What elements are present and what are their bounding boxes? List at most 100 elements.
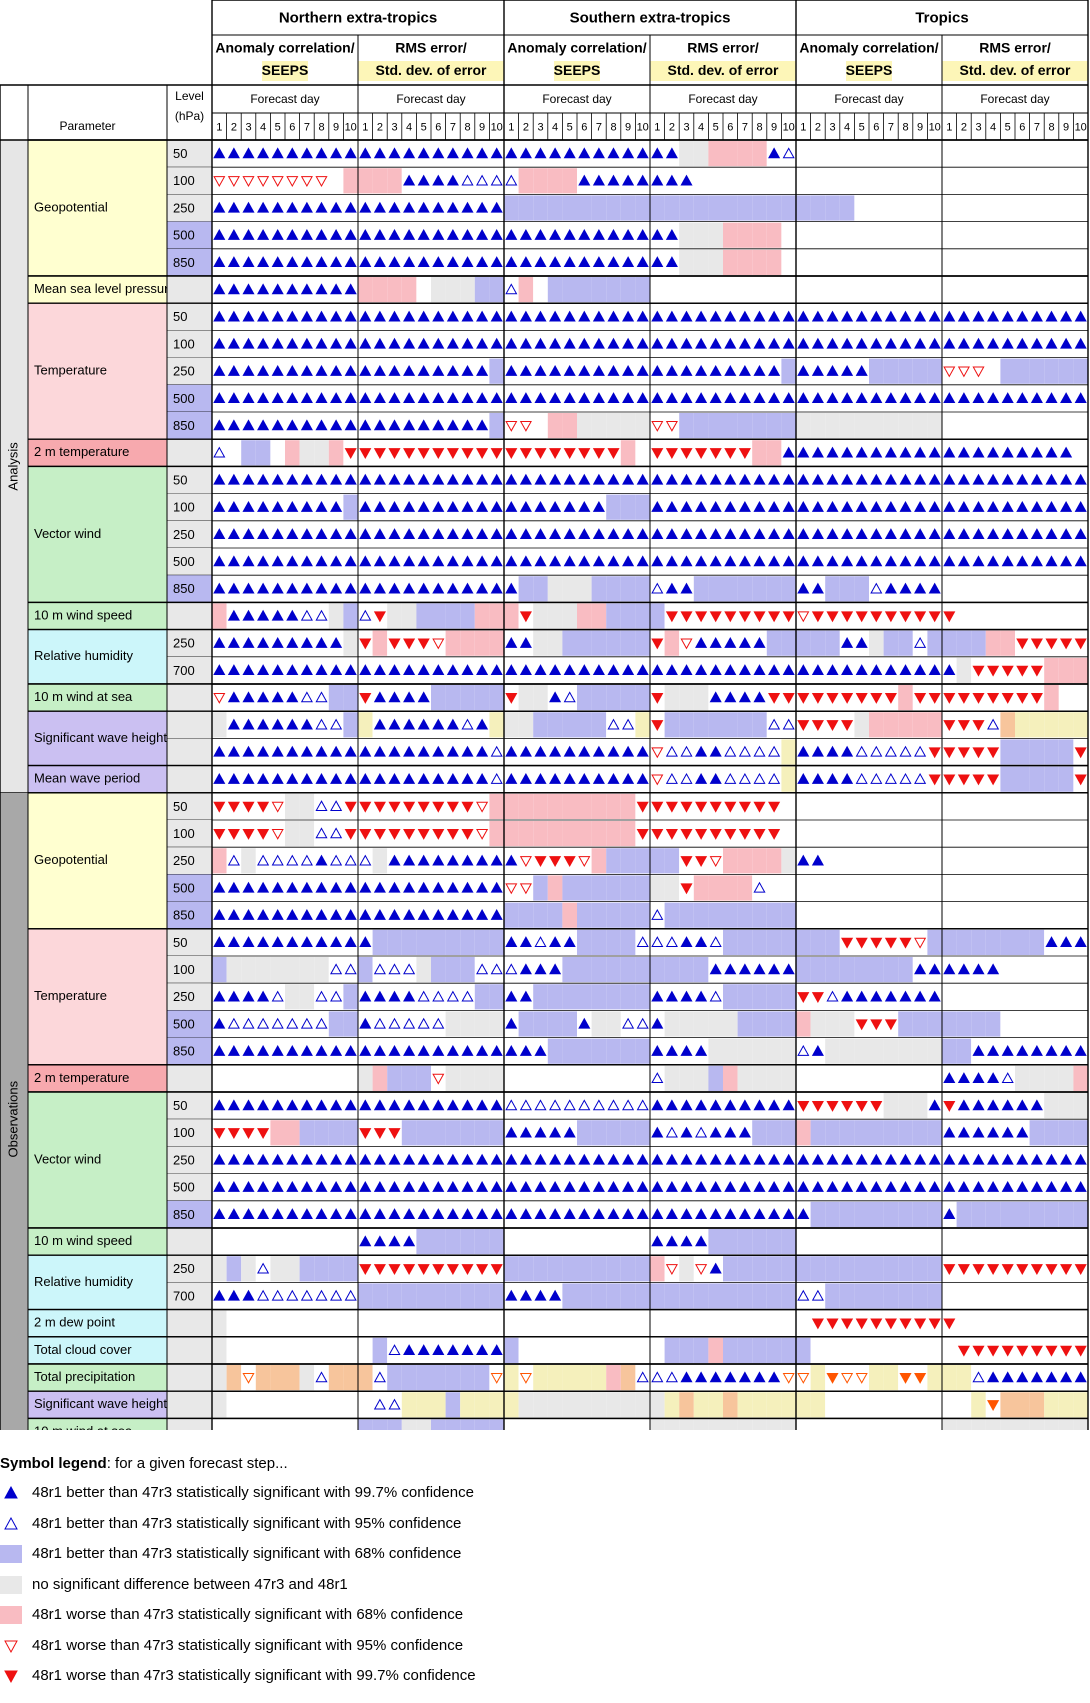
better-95-icon [461,174,474,186]
score-cell [358,168,373,194]
score-cell [1000,1201,1015,1227]
better-99-icon [870,555,883,567]
score-cell [416,1120,431,1146]
better-99-icon [563,310,576,322]
score-cell [518,1310,534,1336]
better-99-icon [286,364,299,376]
score-cell [679,195,694,221]
level-cell [167,439,212,467]
score-cell [416,1065,431,1091]
better-99-icon [695,555,708,567]
score-cell [723,576,738,602]
parameter-name: Total cloud cover [34,1342,132,1357]
score-cell [1044,222,1059,248]
worse-99-icon [505,448,518,460]
score-cell [474,1120,490,1146]
score-cell [547,1038,563,1064]
better-99-icon [549,310,562,322]
score-cell [1073,657,1088,683]
score-cell [504,195,519,221]
score-cell [562,902,577,928]
better-99-icon [914,392,927,404]
better-99-icon [607,310,620,322]
score-cell [737,1065,753,1091]
score-cell [1000,957,1015,983]
score-cell [1044,657,1059,683]
score-cell [1044,603,1059,629]
score-cell [533,1365,548,1391]
better-95-icon [768,718,781,730]
score-cell [591,875,607,901]
better-99-icon [578,174,591,186]
better-99-icon [607,337,620,349]
score-cell [1058,685,1074,711]
score-cell [1044,1392,1059,1418]
score-cell [518,712,534,738]
score-cell [547,195,563,221]
better-95-icon [534,936,547,948]
score-cell [1015,766,1030,792]
score-cell [606,277,621,303]
better-99-icon [432,528,445,540]
score-cell [1015,712,1030,738]
better-99-icon [286,745,299,757]
better-99-icon [388,718,401,730]
better-99-icon [242,691,255,703]
better-99-icon [403,718,416,730]
worse-99-icon [695,828,708,840]
better-95-icon [724,745,737,757]
better-99-icon [490,392,503,404]
better-99-icon [1030,528,1043,540]
worse-99-icon [476,448,489,460]
better-99-icon [928,337,941,349]
better-99-icon [461,419,474,431]
score-cell [752,929,767,955]
score-cell [912,1201,928,1227]
better-99-icon [519,392,532,404]
score-cell [1015,1201,1030,1227]
score-cell [547,1256,563,1282]
score-cell [825,1256,840,1282]
worse-99-icon [841,611,854,623]
better-99-icon [476,500,489,512]
better-99-icon [505,582,518,594]
better-99-icon [607,228,620,240]
better-99-icon [972,473,985,485]
score-cell [956,1310,972,1336]
score-cell [504,793,519,819]
parameter-cell [28,928,167,1065]
better-99-icon [388,691,401,703]
better-99-icon [446,528,459,540]
score-cell [839,141,855,167]
level-value: 100 [173,826,195,841]
score-cell [343,984,358,1010]
score-cell [591,603,607,629]
score-cell [898,1011,913,1037]
better-99-icon [549,364,562,376]
score-cell [533,413,548,439]
better-99-icon [446,582,459,594]
better-99-icon [461,337,474,349]
score-cell [562,195,577,221]
better-99-icon [549,500,562,512]
worse-99-icon [242,828,255,840]
score-cell [635,1310,650,1336]
better-99-icon [242,283,255,295]
better-99-icon [695,936,708,948]
score-cell [489,1310,504,1336]
score-cell [1029,793,1045,819]
better-99-icon [373,256,386,268]
worse-99-icon [665,801,678,813]
score-cell [839,222,855,248]
day-number: 9 [333,121,339,133]
parameter-name: 10 m wind at sea [34,689,133,704]
score-cell [445,603,461,629]
better-99-icon [592,473,605,485]
score-cell [518,1256,534,1282]
better-99-icon [271,201,284,213]
better-99-icon [782,473,795,485]
worse-95-icon [665,420,678,432]
better-99-icon [344,228,357,240]
better-99-icon [432,256,445,268]
score-cell [810,413,826,439]
